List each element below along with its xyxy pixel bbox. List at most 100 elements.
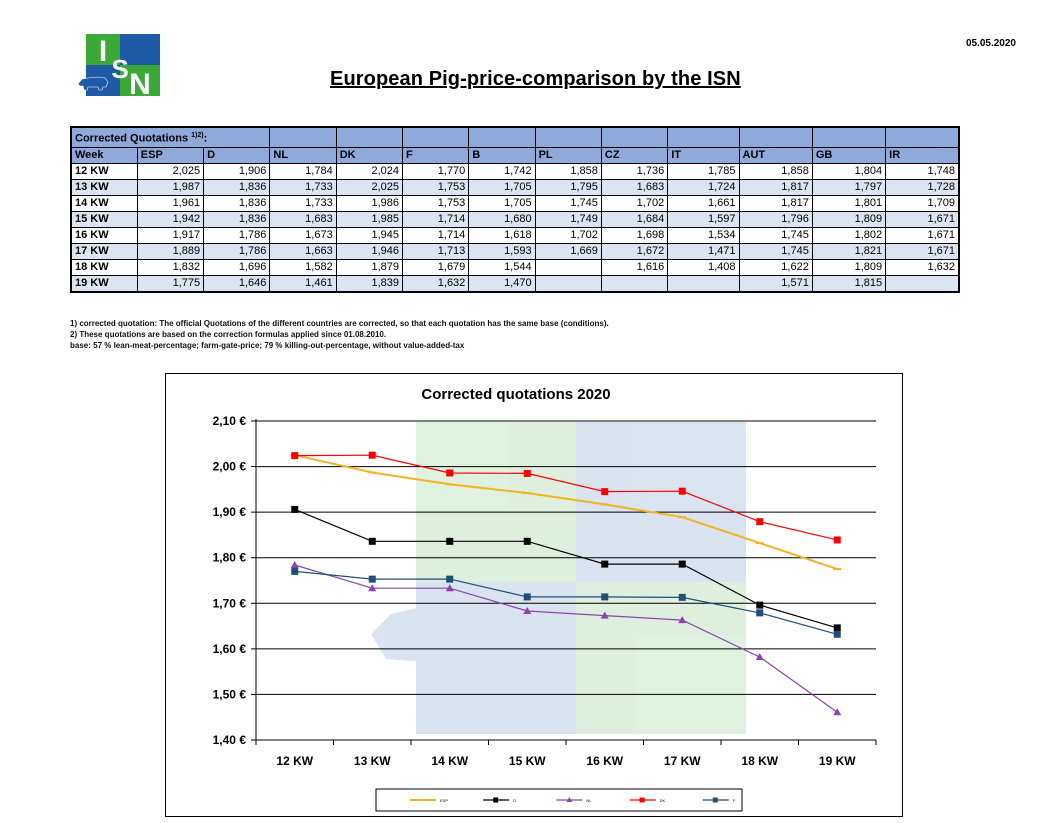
price-cell: 1,804 <box>811 162 887 180</box>
week-cell: 16 KW <box>70 226 138 244</box>
price-cell: 1,889 <box>136 242 205 260</box>
legend-label: DK <box>660 798 666 803</box>
price-cell: 1,817 <box>738 178 813 196</box>
column-header: D <box>203 146 271 164</box>
data-point <box>523 593 531 601</box>
series-line-dk <box>294 454 838 541</box>
price-cell: 1,736 <box>600 162 669 180</box>
table-caption-text: Corrected Quotations <box>75 132 192 145</box>
data-point <box>368 537 376 545</box>
table-caption-cell <box>811 126 887 148</box>
table-row: 13 KW 1,987 1,836 1,733 2,025 1,753 1,705 1,795… <box>70 178 960 196</box>
y-tick-label: 1,90 € <box>213 505 247 519</box>
price-cell: 1,985 <box>335 210 404 228</box>
price-cell: 1,753 <box>401 194 470 212</box>
week-cell: 15 KW <box>70 210 138 228</box>
legend-label: ESP <box>440 798 448 803</box>
price-cell: 1,733 <box>269 194 337 212</box>
price-cell: 1,815 <box>811 274 887 293</box>
column-header: CZ <box>600 146 669 164</box>
price-cell: 1,471 <box>667 242 740 260</box>
isn-logo: I S N <box>78 34 160 96</box>
table-caption: Corrected Quotations 1)2): <box>70 126 271 148</box>
price-cell: 1,646 <box>203 274 271 293</box>
svg-text:S: S <box>111 54 128 84</box>
page-title: European Pig-price-comparison by the ISN <box>330 68 741 90</box>
data-point <box>291 452 299 460</box>
price-cell: 1,942 <box>136 210 205 228</box>
x-tick-label: 15 KW <box>509 754 546 768</box>
table-row: 18 KW 1,832 1,696 1,582 1,879 1,679 1,544 1,616… <box>70 258 960 276</box>
data-point <box>678 593 686 601</box>
data-point <box>291 505 299 513</box>
column-header: IT <box>667 146 740 164</box>
table-row: 17 KW 1,889 1,786 1,663 1,946 1,713 1,593 1,669… <box>70 242 960 260</box>
table-header-row: Week ESP D NL DK F B PL CZ IT AUT GB IR <box>70 146 960 164</box>
week-cell: 18 KW <box>70 258 138 276</box>
x-tick-label: 17 KW <box>664 754 701 768</box>
price-cell: 1,669 <box>534 242 602 260</box>
legend-label: F <box>733 798 736 803</box>
price-cell: 1,683 <box>600 178 669 196</box>
price-cell: 1,987 <box>136 178 205 196</box>
table-caption-cell <box>401 126 470 148</box>
price-cell: 1,544 <box>468 258 536 276</box>
price-cell: 1,616 <box>600 258 669 276</box>
report-date: 05.05.2020 <box>965 38 1016 49</box>
price-cell: 1,408 <box>667 258 740 276</box>
price-cell: 1,858 <box>738 162 813 180</box>
watermark-pig-shape <box>371 602 561 689</box>
price-cell <box>885 274 960 293</box>
x-tick-label: 18 KW <box>741 754 778 768</box>
data-point <box>678 616 687 624</box>
price-cell: 1,672 <box>600 242 669 260</box>
price-cell: 1,961 <box>136 194 205 212</box>
data-point <box>446 469 454 477</box>
price-cell: 1,714 <box>401 226 470 244</box>
y-tick-label: 1,60 € <box>213 642 247 656</box>
quotation-table: Corrected Quotations 1)2): Week ESP D NL DK F B… <box>70 126 960 293</box>
watermark-logo <box>371 422 746 734</box>
price-cell: 1,470 <box>468 274 536 293</box>
price-cell: 1,802 <box>811 226 887 244</box>
chart-container: Corrected quotations 2020 1,40 € 1,50 € 1,6… <box>165 373 903 817</box>
price-cell: 1,797 <box>811 178 887 196</box>
price-cell: 2,025 <box>136 162 205 180</box>
price-cell: 1,748 <box>885 162 960 180</box>
price-cell: 1,714 <box>401 210 470 228</box>
data-point <box>291 567 299 575</box>
data-point <box>833 624 841 632</box>
data-point <box>445 584 454 592</box>
table-row: 19 KW 1,775 1,646 1,461 1,839 1,632 1,470 1,571… <box>70 274 960 293</box>
price-cell: 1,786 <box>203 226 271 244</box>
price-cell <box>667 274 740 293</box>
data-point <box>601 593 609 601</box>
table-row: 16 KW 1,917 1,786 1,673 1,945 1,714 1,618 1,702… <box>70 226 960 244</box>
legend-marker <box>639 797 645 803</box>
price-cell: 1,733 <box>269 178 337 196</box>
price-cell: 1,709 <box>885 194 960 212</box>
svg-text:I: I <box>99 35 107 68</box>
week-cell: 12 KW <box>70 162 138 180</box>
x-tick-label: 16 KW <box>586 754 623 768</box>
table-caption-cell <box>534 126 602 148</box>
footnotes: 1) corrected quotation: The official Quo… <box>70 318 609 351</box>
column-header: F <box>401 146 470 164</box>
column-header: B <box>468 146 536 164</box>
price-cell: 1,698 <box>600 226 669 244</box>
line-chart: Corrected quotations 2020 1,40 € 1,50 € 1,6… <box>213 386 877 812</box>
column-header: IR <box>885 146 960 164</box>
series-line-esp <box>294 454 838 571</box>
price-cell: 1,684 <box>600 210 669 228</box>
price-cell: 1,795 <box>534 178 602 196</box>
table-caption-sup: 1)2) <box>191 132 204 139</box>
table-caption-cell <box>335 126 404 148</box>
table-caption-suffix: : <box>203 132 208 145</box>
data-point <box>600 611 609 619</box>
data-point <box>755 653 764 661</box>
price-cell <box>534 258 602 276</box>
chart-title: Corrected quotations 2020 <box>421 386 610 403</box>
price-cell: 1,753 <box>401 178 470 196</box>
price-cell: 1,632 <box>401 274 470 293</box>
footnote-2: 2) These quotations are based on the cor… <box>70 330 387 339</box>
